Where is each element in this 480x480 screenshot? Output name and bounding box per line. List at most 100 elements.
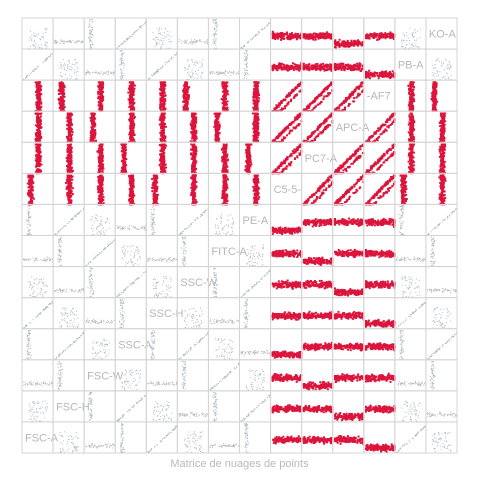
data-point — [49, 55, 51, 57]
data-point — [312, 68, 315, 71]
data-point — [350, 40, 353, 43]
data-point — [132, 114, 135, 117]
data-point — [250, 38, 252, 40]
panel-PB-A-vs-APC-A — [332, 48, 365, 81]
data-point — [74, 78, 76, 80]
data-point — [160, 127, 163, 130]
data-point — [161, 84, 164, 87]
data-point — [366, 33, 368, 36]
data-point — [164, 123, 166, 125]
panel-PB-A-vs-APC-Cy7-A — [301, 48, 334, 81]
data-point — [305, 36, 308, 39]
data-point — [334, 41, 336, 44]
data-point — [433, 103, 436, 106]
data-point — [283, 67, 286, 70]
data-point — [184, 86, 186, 89]
data-point — [244, 75, 245, 76]
data-point — [158, 39, 160, 41]
data-point — [121, 69, 123, 71]
data-point — [212, 33, 214, 35]
data-point — [92, 20, 94, 22]
data-point — [63, 64, 65, 66]
data-point — [106, 71, 108, 73]
data-point — [316, 97, 319, 100]
data-point — [131, 101, 134, 104]
data-point — [42, 33, 44, 34]
data-point — [345, 99, 348, 102]
data-point — [140, 25, 142, 27]
data-point — [281, 62, 283, 65]
data-point — [159, 97, 162, 100]
data-point — [163, 91, 166, 94]
data-point — [213, 28, 215, 30]
data-point — [88, 72, 90, 74]
data-point — [71, 113, 74, 116]
data-point — [184, 67, 186, 69]
data-point — [252, 99, 255, 102]
data-point — [244, 59, 246, 61]
data-point — [216, 74, 218, 76]
data-point — [321, 35, 323, 38]
data-point — [191, 137, 194, 140]
data-point — [63, 85, 66, 88]
data-point — [92, 137, 94, 140]
data-point — [349, 94, 352, 97]
data-point — [411, 32, 413, 34]
data-point — [34, 69, 36, 71]
data-point — [198, 40, 200, 42]
data-point — [44, 27, 46, 29]
data-point — [60, 81, 63, 84]
data-point — [255, 81, 258, 84]
data-point — [71, 133, 74, 136]
data-point — [121, 50, 123, 52]
data-point — [199, 66, 201, 68]
data-point — [56, 41, 57, 43]
data-point — [247, 54, 249, 56]
data-point — [223, 96, 226, 99]
data-point — [37, 128, 40, 131]
data-point — [213, 36, 215, 38]
data-point — [212, 42, 214, 44]
data-point — [210, 71, 211, 73]
data-point — [383, 71, 386, 74]
data-point — [89, 29, 91, 31]
data-point — [376, 72, 379, 74]
data-point — [258, 32, 260, 34]
data-point — [75, 78, 77, 79]
data-point — [44, 45, 46, 47]
data-point — [416, 38, 418, 40]
data-point — [344, 41, 347, 44]
data-point — [236, 72, 238, 74]
data-point — [197, 74, 199, 76]
data-point — [131, 108, 134, 111]
data-point — [61, 65, 63, 67]
data-point — [163, 32, 165, 34]
data-point — [392, 38, 395, 40]
data-point — [91, 21, 93, 23]
diagonal-label: -AF7 — [367, 91, 391, 103]
data-point — [178, 38, 180, 40]
data-point — [127, 91, 130, 94]
data-point — [384, 33, 387, 36]
data-point — [128, 102, 131, 105]
data-point — [192, 122, 195, 125]
data-point — [101, 98, 104, 101]
data-point — [409, 27, 411, 29]
data-point — [159, 103, 162, 106]
data-point — [43, 37, 44, 39]
data-point — [340, 44, 343, 47]
data-point — [369, 33, 372, 36]
data-point — [60, 109, 63, 112]
data-point — [215, 33, 217, 35]
data-point — [159, 105, 162, 108]
data-point — [109, 73, 111, 74]
data-point — [190, 40, 192, 42]
data-point — [45, 32, 47, 33]
data-point — [279, 35, 282, 38]
data-point — [168, 47, 170, 49]
data-point — [37, 99, 40, 102]
data-point — [100, 92, 103, 95]
data-point — [35, 67, 37, 69]
data-point — [153, 38, 155, 40]
data-point — [348, 66, 351, 69]
